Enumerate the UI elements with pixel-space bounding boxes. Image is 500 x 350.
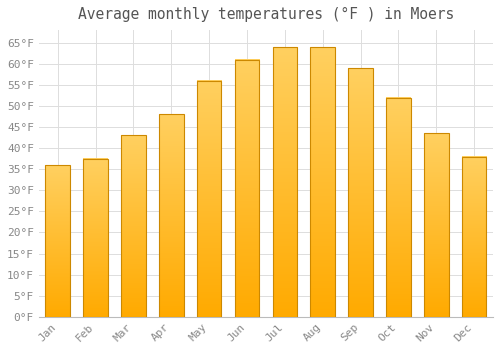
Bar	[272, 47, 297, 317]
Bar	[46, 165, 70, 317]
Bar	[424, 133, 448, 317]
Title: Average monthly temperatures (°F ) in Moers: Average monthly temperatures (°F ) in Mo…	[78, 7, 454, 22]
Bar	[121, 135, 146, 317]
Bar	[197, 80, 222, 317]
Bar	[386, 98, 410, 317]
Bar	[234, 60, 260, 317]
Bar	[84, 159, 108, 317]
Bar	[310, 47, 335, 317]
Bar	[424, 133, 448, 317]
Bar	[84, 159, 108, 317]
Bar	[159, 114, 184, 317]
Bar	[234, 60, 260, 317]
Bar	[386, 98, 410, 317]
Bar	[272, 47, 297, 317]
Bar	[348, 68, 373, 317]
Bar	[462, 156, 486, 317]
Bar	[348, 68, 373, 317]
Bar	[159, 114, 184, 317]
Bar	[46, 165, 70, 317]
Bar	[121, 135, 146, 317]
Bar	[197, 80, 222, 317]
Bar	[462, 156, 486, 317]
Bar	[310, 47, 335, 317]
